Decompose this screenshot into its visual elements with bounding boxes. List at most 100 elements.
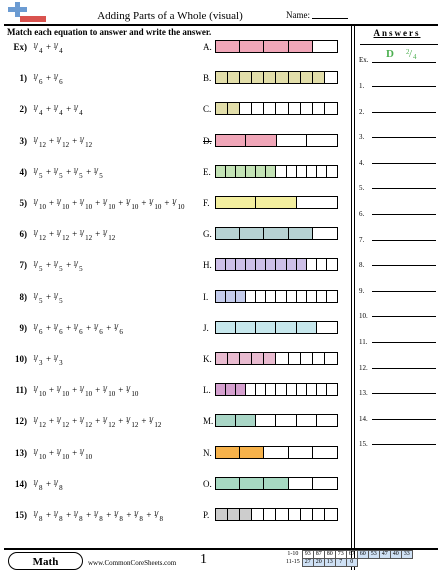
bar-cell-empty — [306, 384, 317, 396]
answer-line[interactable] — [372, 111, 436, 113]
score-cell: 27 — [301, 558, 314, 567]
option-letter: N. — [203, 447, 212, 458]
fraction: 1/8 — [153, 509, 163, 523]
plus-sign: + — [86, 166, 92, 177]
bar-cell-filled — [216, 477, 241, 489]
bar-cell-filled — [216, 321, 237, 333]
answer-line[interactable] — [372, 86, 436, 87]
equation-row: 14) 1/8 +1/8 — [7, 477, 64, 492]
bar-cell-empty — [306, 134, 337, 146]
bar-cell-filled — [256, 259, 267, 271]
bar-cell-filled — [216, 228, 241, 240]
fraction: 1/10 — [33, 384, 46, 399]
answer-line[interactable] — [372, 393, 436, 395]
bar-cell-filled — [226, 384, 237, 396]
problem-number: 9) — [19, 322, 28, 333]
equation-row: 11) 1/10 +1/10 +1/10 +1/10 +1/10 — [7, 383, 139, 399]
bar-cell-empty — [276, 415, 297, 427]
bar-cell-filled — [264, 353, 277, 364]
panel-divider — [354, 24, 355, 570]
score-cell: 13 — [323, 558, 336, 567]
bar-cell-filled — [296, 321, 317, 333]
score-cell: 33 — [400, 550, 413, 559]
plus-sign: + — [72, 447, 78, 458]
bar-cell-filled — [288, 228, 313, 240]
math-badge: Math — [8, 552, 83, 570]
answer-line[interactable] — [372, 316, 436, 318]
answer-line[interactable] — [372, 188, 436, 190]
answer-line[interactable] — [372, 444, 436, 446]
score-cell: 7 — [334, 558, 347, 567]
fraction: 1/10 — [79, 197, 93, 211]
bar-cell-empty — [312, 103, 325, 115]
bar-cell-filled — [266, 259, 277, 271]
problem-number: 10) — [15, 354, 27, 364]
bar-cell-filled — [228, 72, 241, 84]
bar-cell-filled — [300, 72, 313, 84]
fraction: 1/10 — [56, 446, 70, 461]
fraction: 1/6 — [93, 321, 103, 336]
plus-sign: + — [66, 510, 72, 520]
bar-cell-filled — [266, 165, 277, 177]
bar-cell-filled — [236, 259, 247, 271]
answer-line[interactable] — [372, 265, 436, 267]
score-cell: 93 — [301, 550, 314, 559]
score-cell: 80 — [323, 550, 336, 559]
fraction: 1/12 — [56, 134, 70, 149]
name-label: Name: — [286, 10, 310, 20]
bar-cell-empty — [246, 290, 257, 302]
score-range-label: 1-10 — [287, 551, 299, 557]
site-url[interactable]: www.CommonCoreSheets.com — [88, 559, 177, 567]
answer-line[interactable] — [372, 290, 436, 292]
bar-cell-empty — [306, 165, 317, 177]
option-letter: A. — [203, 42, 212, 52]
bar-cell-filled — [256, 321, 277, 333]
answer-line[interactable] — [372, 239, 436, 241]
answer-line[interactable] — [372, 367, 436, 369]
bar-cell-filled — [226, 165, 237, 177]
answer-number: 9. — [359, 286, 365, 295]
fraction: 1/5 — [53, 165, 63, 180]
plus-logo-icon — [8, 2, 46, 22]
bar-cell-filled — [286, 259, 297, 271]
fraction: 1/6 — [33, 72, 43, 87]
bar-cell-empty — [276, 384, 287, 396]
option-letter: B. — [203, 73, 212, 84]
equation-row: 2) 1/4 +1/4 +1/4 — [7, 102, 84, 117]
fraction: 1/5 — [53, 290, 63, 305]
fraction: 1/12 — [102, 228, 116, 243]
answer-line[interactable] — [372, 214, 436, 215]
header-divider — [4, 24, 438, 26]
fraction-bar — [215, 476, 338, 490]
score-cell: 53 — [367, 550, 380, 559]
bar-cell-empty — [252, 103, 265, 115]
fraction: 1/10 — [33, 446, 46, 461]
fraction-bar — [215, 227, 338, 241]
bar-cell-filled — [236, 165, 247, 177]
answer-line[interactable] — [372, 342, 436, 343]
answer-line[interactable] — [372, 162, 436, 164]
plus-sign: + — [46, 42, 52, 52]
plus-sign: + — [95, 416, 101, 427]
bar-cell-empty — [324, 72, 337, 84]
bar-cell-empty — [324, 103, 337, 115]
plus-sign: + — [106, 510, 112, 520]
fraction-bar — [215, 164, 338, 178]
answer-line[interactable] — [372, 137, 436, 139]
fraction: 1/6 — [73, 321, 83, 336]
bar-cell-empty — [306, 290, 317, 302]
fraction: 1/12 — [33, 415, 46, 430]
answer-number: 3. — [359, 133, 365, 142]
bar-cell-filled — [216, 290, 227, 302]
answer-line[interactable] — [372, 418, 436, 420]
name-field[interactable] — [312, 18, 348, 19]
bar-cell-filled — [240, 509, 253, 520]
fraction: 1/10 — [102, 197, 116, 211]
fraction: 1/12 — [33, 228, 46, 243]
bar-cell-filled — [240, 41, 265, 52]
score-cell: 60 — [356, 550, 369, 559]
plus-sign: + — [46, 510, 52, 520]
plus-sign: + — [118, 198, 124, 208]
plus-sign: + — [86, 322, 92, 333]
bar-cell-empty — [266, 290, 277, 302]
